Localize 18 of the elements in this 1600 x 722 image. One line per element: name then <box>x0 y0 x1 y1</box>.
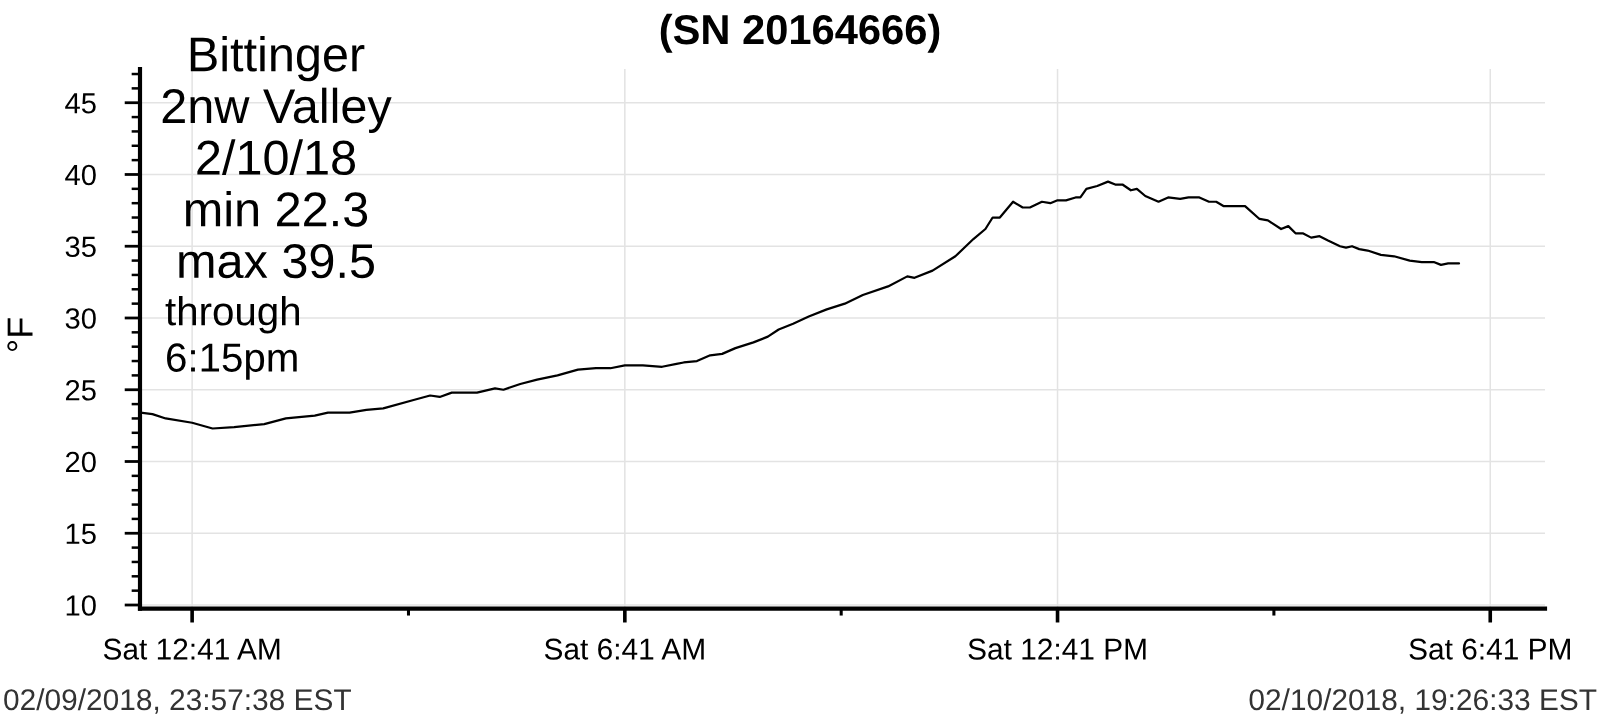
annotation: Bittinger 2nw Valley 2/10/18 min 22.3 max 39.5 <box>162 36 392 279</box>
y-tick-label: 20 <box>65 451 96 473</box>
y-tick-label: 15 <box>66 523 96 545</box>
y-tick-label: 35 <box>65 236 96 258</box>
annotation: through 6:15pm <box>165 296 299 380</box>
x-tick-label: Sat 12:41 AM <box>103 638 280 660</box>
x-tick-label: Sat 6:41 PM <box>1409 638 1570 660</box>
x-tick-label: Sat 12:41 PM <box>968 638 1146 660</box>
x-tick-label: Sat 6:41 AM <box>544 638 704 660</box>
y-tick-label: 10 <box>66 595 96 616</box>
text: 02/10/2018, 19:26:33 EST <box>1249 688 1597 714</box>
y-axis-title: °F <box>7 318 33 352</box>
y-tick-label: 40 <box>65 164 96 186</box>
text: 02/09/2018, 23:57:38 EST <box>4 688 351 714</box>
chart-title: (SN 20164666) <box>660 13 940 53</box>
y-tick-label: 30 <box>65 308 96 329</box>
y-tick-label: 25 <box>65 379 96 401</box>
y-tick-label: 45 <box>65 93 96 114</box>
